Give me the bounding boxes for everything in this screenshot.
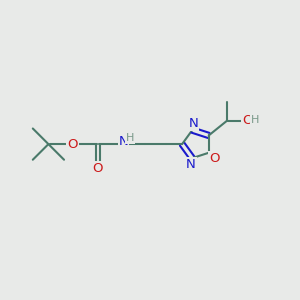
Text: N: N [189,117,198,130]
Text: O: O [67,138,78,151]
Text: N: N [186,158,196,171]
Text: H: H [126,133,134,142]
Text: N: N [118,135,128,148]
Text: H: H [251,115,260,124]
Text: O: O [242,114,252,127]
Text: O: O [92,162,103,175]
Text: O: O [209,152,219,165]
